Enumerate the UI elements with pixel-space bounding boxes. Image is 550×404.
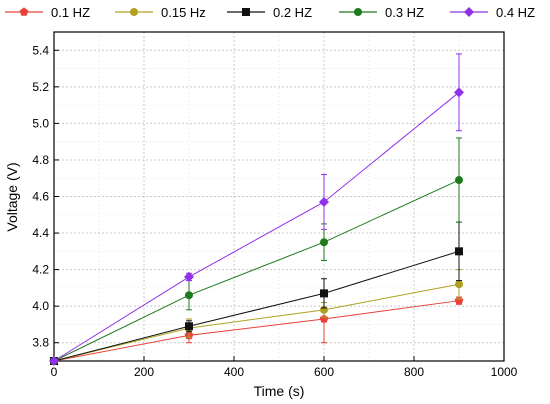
legend-label: 0.4 HZ <box>496 5 535 20</box>
legend-marker <box>464 7 474 17</box>
y-tick-label: 5.0 <box>32 116 49 130</box>
y-tick-label: 4.8 <box>32 153 49 167</box>
data-point <box>320 289 328 298</box>
y-tick-label: 3.8 <box>32 336 49 350</box>
series-line <box>53 179 460 362</box>
legend-label: 0.1 HZ <box>51 5 90 20</box>
data-point <box>319 196 329 207</box>
legend-marker <box>354 8 362 16</box>
series <box>50 137 463 365</box>
x-tick-label: 1000 <box>491 365 518 379</box>
legend-item: 0.1 HZ <box>5 5 90 20</box>
legend-item: 0.2 HZ <box>227 5 312 20</box>
legend-item: 0.15 Hz <box>115 5 206 20</box>
series-line <box>53 250 460 362</box>
legend-marker <box>242 8 250 16</box>
x-tick-label: 0 <box>51 365 58 379</box>
x-tick-label: 400 <box>224 365 244 379</box>
series-line <box>53 300 460 362</box>
y-tick-label: 4.0 <box>32 299 49 313</box>
data-point <box>455 176 463 185</box>
series <box>50 269 463 365</box>
data-point <box>185 322 193 331</box>
series-line <box>53 283 460 362</box>
data-point <box>455 280 463 289</box>
y-axis-title: Voltage (V) <box>4 162 20 231</box>
series <box>50 221 463 365</box>
y-tick-label: 4.4 <box>32 226 49 240</box>
data-point <box>455 247 463 256</box>
legend: 0.1 HZ 0.15 Hz 0.2 HZ 0.3 HZ 0.4 HZ <box>5 5 535 20</box>
legend-item: 0.4 HZ <box>450 5 535 20</box>
data-point <box>49 356 59 366</box>
legend-label: 0.2 HZ <box>273 5 312 20</box>
legend-label: 0.3 HZ <box>385 5 424 20</box>
y-tick-label: 5.4 <box>32 43 49 57</box>
data-point <box>320 238 328 247</box>
data-point <box>184 271 194 282</box>
y-tick-label: 4.6 <box>32 190 49 204</box>
series <box>49 294 464 365</box>
y-tick-label: 4.2 <box>32 263 49 277</box>
legend-marker <box>130 8 138 16</box>
series-line <box>53 91 460 362</box>
legend-item: 0.3 HZ <box>339 5 424 20</box>
data-point <box>185 291 193 300</box>
axes: 0 200 400 600 800 1000 3.8 4.0 4.2 4.4 4.6 4.8 5.0 5.… <box>32 31 518 379</box>
grid <box>54 32 504 361</box>
x-tick-label: 600 <box>314 365 334 379</box>
data-point <box>319 314 329 323</box>
x-tick-label: 800 <box>404 365 424 379</box>
y-tick-label: 5.2 <box>32 80 49 94</box>
data-point <box>454 296 464 305</box>
legend-label: 0.15 Hz <box>161 5 206 20</box>
data-point <box>454 87 464 98</box>
x-axis-title: Time (s) <box>254 383 305 399</box>
series-group <box>49 53 464 366</box>
legend-marker <box>19 7 29 16</box>
x-tick-label: 200 <box>134 365 154 379</box>
series <box>49 53 464 366</box>
